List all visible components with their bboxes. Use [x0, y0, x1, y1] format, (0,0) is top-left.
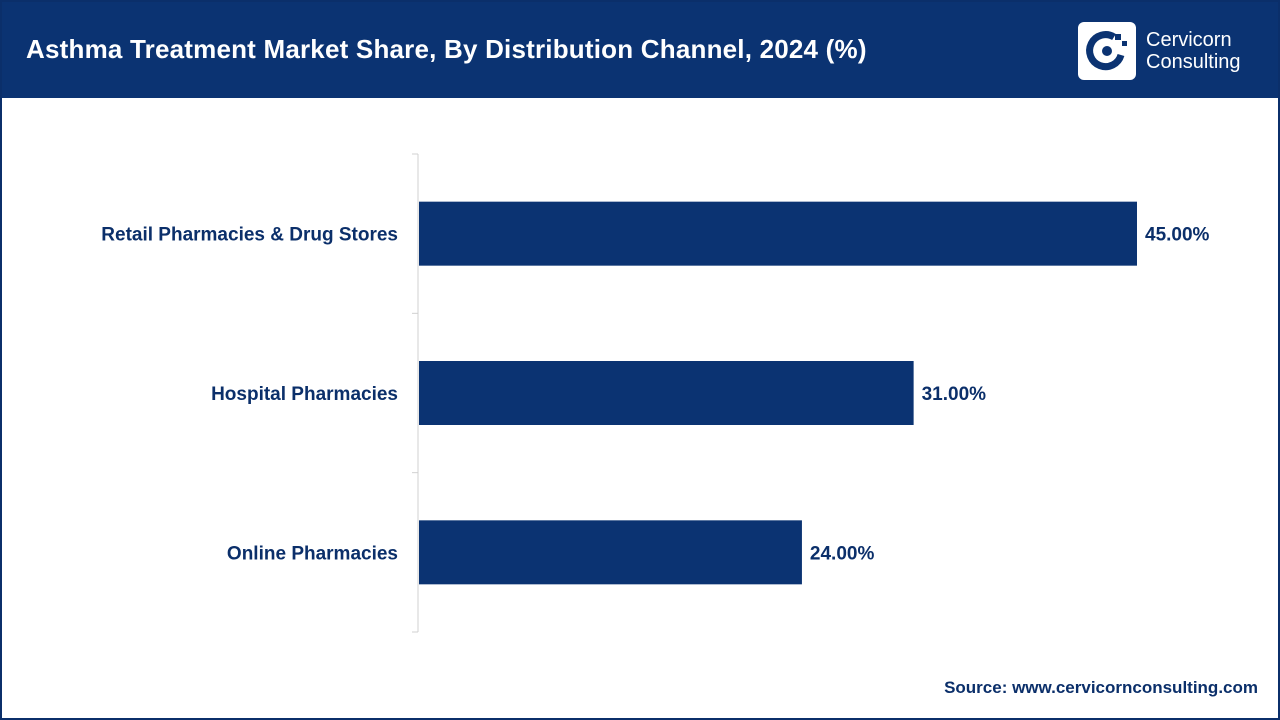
category-label: Hospital Pharmacies	[211, 384, 398, 405]
logo-line2: Consulting	[1146, 51, 1241, 73]
category-label: Retail Pharmacies & Drug Stores	[101, 225, 398, 246]
cervicorn-logo-icon	[1078, 22, 1136, 80]
brand-logo: Cervicorn Consulting	[1078, 22, 1241, 80]
bar-chart: Retail Pharmacies & Drug Stores 45.00% Hos…	[101, 153, 1210, 633]
logo-line1: Cervicorn	[1146, 29, 1232, 51]
page-title: Asthma Treatment Market Share, By Distri…	[26, 34, 867, 64]
value-label: 31.00%	[922, 384, 987, 405]
value-label: 24.00%	[810, 543, 875, 564]
header-bar: Asthma Treatment Market Share, By Distri…	[2, 2, 1278, 98]
bar-1	[419, 361, 914, 425]
source-note: Source: www.cervicornconsulting.com	[944, 678, 1258, 697]
value-label: 45.00%	[1145, 225, 1210, 246]
bar-2	[419, 520, 802, 585]
logo-text: Cervicorn Consulting	[1146, 29, 1241, 73]
category-label: Online Pharmacies	[227, 543, 398, 564]
bar-0	[419, 201, 1137, 266]
